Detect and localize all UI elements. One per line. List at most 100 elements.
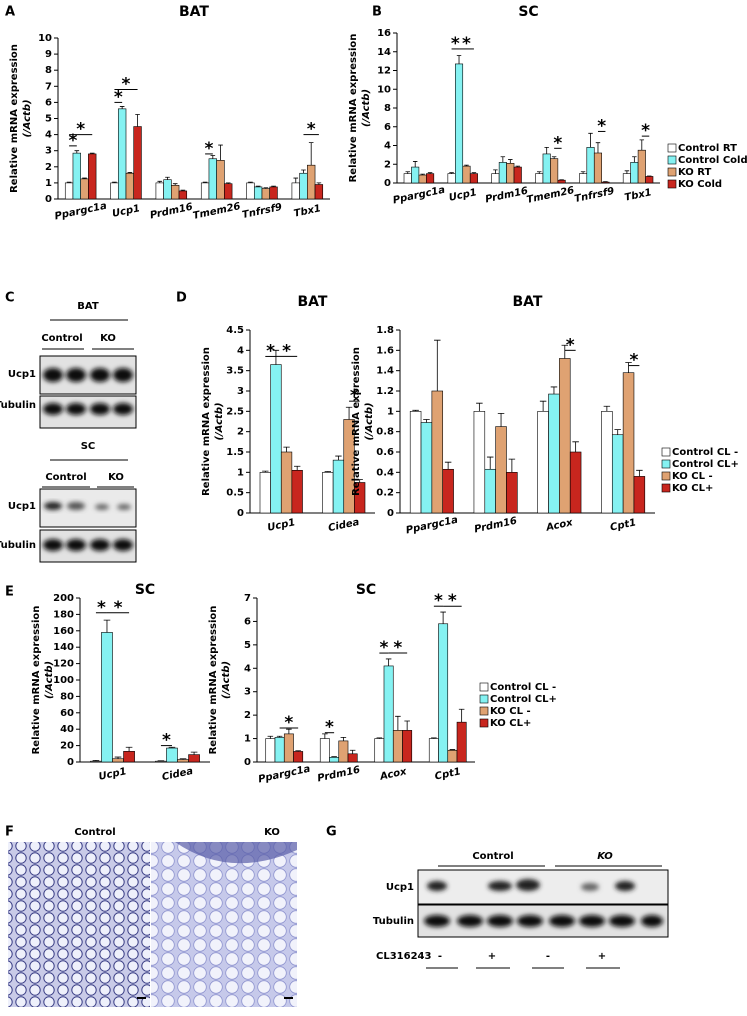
bar (111, 183, 119, 199)
y-tick-label: 0 (45, 194, 52, 205)
bar (393, 730, 402, 762)
error-bar (614, 430, 621, 435)
error-bar (508, 160, 512, 164)
bar (126, 173, 134, 199)
bar (81, 179, 89, 199)
y-tick-label: 2 (384, 159, 391, 170)
bar (538, 411, 549, 513)
y-tick-label: 3 (45, 146, 52, 157)
bar (507, 163, 514, 183)
error-bar (335, 456, 341, 460)
error-bar (386, 659, 392, 666)
legend-label: Control CL - (672, 447, 738, 458)
bar (474, 411, 485, 513)
bar (260, 472, 271, 513)
legend-swatch (480, 719, 488, 727)
panel-label: G (326, 825, 337, 840)
y-tick-label: 80 (60, 691, 74, 702)
bar (156, 183, 164, 199)
significance-label: * (448, 591, 457, 611)
legend-label: Control CL+ (672, 459, 739, 470)
error-bar (445, 462, 452, 469)
y-tick-label: 16 (377, 28, 391, 39)
y-tick-label: 200 (53, 593, 74, 604)
bar (443, 469, 454, 513)
bar (646, 176, 653, 183)
y-tick-label: 0 (384, 178, 391, 189)
significance-label: * (380, 638, 389, 658)
x-tick-label: Cidea (161, 766, 194, 783)
error-bar (309, 143, 314, 166)
legend-swatch (668, 180, 676, 188)
y-tick-label: 4 (237, 345, 244, 356)
panel-label: A (5, 5, 15, 20)
legend-label: Control CL - (490, 682, 556, 693)
chart-title: SC (356, 582, 376, 598)
error-bar (413, 161, 417, 167)
bar (587, 147, 594, 183)
bar (113, 759, 124, 762)
y-tick-label: 1 (237, 467, 244, 478)
bar (284, 734, 293, 762)
error-bar (625, 171, 629, 174)
error-bar (293, 178, 298, 183)
significance-label: * (76, 120, 85, 140)
error-bar (423, 419, 430, 422)
bar (189, 755, 200, 762)
y-tick-label: 1.6 (376, 345, 394, 356)
legend-swatch (480, 695, 488, 703)
panel-label: F (5, 825, 14, 840)
y-tick-label: 1.2 (376, 386, 394, 397)
y-tick-label: 1 (387, 406, 394, 417)
y-tick-label: 40 (60, 724, 74, 735)
x-tick-label: Tbx1 (624, 187, 653, 203)
y-axis-label: Relative mRNA expression (351, 347, 362, 496)
bar (559, 358, 570, 513)
bar (506, 472, 517, 513)
x-tick-label: Ppargc1a (405, 515, 459, 537)
treatment-sign: + (598, 951, 606, 962)
y-axis-label: (/Actb) (364, 402, 375, 440)
bar (118, 109, 126, 199)
panel-label: C (5, 291, 15, 306)
x-tick-label: Prdm16 (316, 765, 361, 785)
group-label: Control (472, 851, 513, 862)
bar (429, 739, 438, 762)
y-tick-label: 4.5 (226, 325, 244, 336)
legend-label: Control CL+ (490, 694, 557, 705)
bar (266, 739, 275, 762)
significance-label: * (325, 718, 334, 738)
x-tick-label: Ucp1 (98, 766, 128, 783)
y-tick-label: 6 (45, 97, 52, 108)
x-tick-label: Ucp1 (111, 203, 141, 220)
error-bar (493, 170, 497, 174)
bar (448, 174, 455, 183)
legend-swatch (662, 460, 670, 468)
bar (426, 174, 433, 183)
significance-label: * (451, 34, 460, 54)
y-tick-label: 0.4 (376, 467, 394, 478)
bar (171, 185, 179, 199)
histology-image (8, 842, 150, 1007)
x-tick-label: Ppargc1a (392, 185, 446, 207)
legend-label: Control Cold (678, 155, 747, 166)
bar (271, 365, 282, 513)
significance-label: * (630, 351, 639, 371)
y-tick-label: 5 (45, 114, 52, 125)
significance-label: * (97, 598, 106, 618)
panel-label: D (176, 291, 187, 306)
image-label: Control (74, 827, 115, 838)
error-bar (459, 709, 465, 722)
error-bar (476, 403, 483, 411)
error-bar (75, 151, 80, 153)
legend-swatch (668, 168, 676, 176)
error-bar (191, 752, 198, 754)
error-bar (350, 750, 356, 754)
bar (73, 153, 81, 199)
error-bar (218, 145, 223, 160)
